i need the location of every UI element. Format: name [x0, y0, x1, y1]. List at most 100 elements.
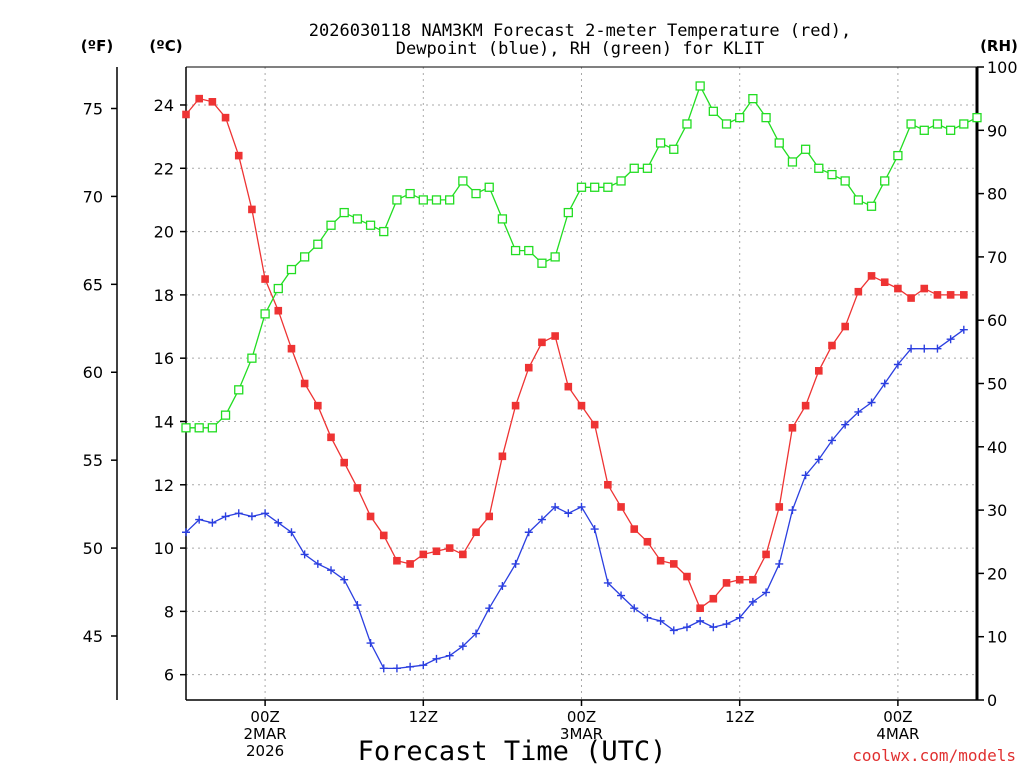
dewpoint-point — [353, 601, 362, 610]
fahrenheit-tick-label: 55 — [83, 451, 103, 470]
temperature-point — [828, 341, 836, 350]
rh-point — [748, 94, 758, 104]
rh-point — [629, 163, 639, 173]
temperature-point — [894, 284, 902, 293]
dewpoint-point — [511, 559, 520, 568]
dewpoint-point — [379, 664, 388, 673]
x-tick-label: 00Z — [567, 708, 596, 726]
dewpoint-point — [234, 509, 243, 518]
celsius-tick-label: 18 — [154, 286, 174, 305]
temperature-point — [221, 113, 230, 122]
rh-tick-label: 20 — [987, 564, 1007, 583]
rh-point — [458, 176, 468, 186]
celsius-tick-label: 20 — [154, 223, 174, 242]
temperature-point — [867, 272, 876, 280]
rh-tick-label: 50 — [987, 375, 1007, 394]
dewpoint-point — [696, 616, 705, 625]
x-tick-label: 2MAR — [244, 725, 287, 743]
rh-point — [695, 81, 705, 91]
dewpoint-point — [669, 626, 678, 635]
dewpoint-point — [590, 525, 599, 534]
celsius-tick-label: 6 — [164, 666, 174, 685]
temperature-point — [511, 401, 520, 410]
temperature-point — [617, 503, 625, 511]
temperature-point — [524, 363, 533, 372]
temperature-point — [498, 452, 507, 461]
x-tick-label: 00Z — [250, 708, 279, 726]
dewpoint-point — [603, 578, 612, 587]
rh-point — [550, 252, 560, 262]
dewpoint-point — [959, 325, 968, 334]
rh-tick-label: 30 — [987, 501, 1007, 520]
rh-point — [524, 245, 534, 256]
dewpoint-point — [801, 471, 810, 480]
rh-point — [326, 220, 336, 230]
temperature-point — [406, 560, 414, 568]
temperature-point — [445, 544, 454, 552]
fahrenheit-tick-label: 70 — [83, 187, 103, 206]
temperature-point — [590, 420, 599, 429]
temperature-point — [722, 579, 731, 587]
temperature-point — [933, 291, 942, 299]
temperature-point — [841, 322, 849, 331]
dewpoint-point — [340, 575, 349, 584]
temperature-point — [314, 401, 322, 410]
dewpoint-point — [524, 528, 533, 537]
dewpoint-point — [577, 502, 586, 511]
temperature-point — [379, 531, 388, 540]
dewpoint-point — [867, 398, 876, 407]
dewpoint-point — [551, 502, 560, 511]
temperature-point — [604, 480, 612, 489]
dewpoint-point — [432, 654, 441, 663]
x-tick-label: 00Z — [883, 708, 912, 726]
dewpoint-point — [933, 344, 942, 353]
chart-title-line2: Dewpoint (blue), RH (green) for KLIT — [396, 39, 764, 59]
chart-title-line1: 2026030118 NAM3KM Forecast 2-meter Tempe… — [309, 21, 851, 41]
celsius-tick-label: 14 — [154, 412, 174, 431]
x-tick-label: 2026 — [246, 742, 284, 760]
dewpoint-point — [617, 591, 626, 600]
rh-point — [959, 119, 969, 129]
temperature-point — [287, 344, 296, 353]
rh-point — [721, 119, 732, 129]
celsius-tick-label: 8 — [164, 602, 174, 621]
dewpoint-point — [537, 515, 546, 524]
temperature-point — [669, 560, 678, 568]
rh-point — [919, 125, 929, 135]
dewpoint-point — [287, 528, 296, 537]
rh-point — [642, 163, 653, 173]
temperature-point — [366, 512, 375, 521]
temperature-point — [749, 575, 757, 584]
dewpoint-point — [893, 360, 902, 369]
temperature-point — [261, 275, 269, 283]
temperature-point — [234, 151, 243, 160]
dewpoint-point — [485, 604, 494, 613]
series-line — [185, 329, 965, 670]
dewpoint-point — [208, 518, 217, 527]
rh-point — [893, 150, 903, 161]
temperature-point — [340, 458, 348, 467]
temperature-point — [762, 550, 770, 559]
temperature-point — [208, 98, 217, 106]
dewpoint-point — [907, 344, 916, 353]
rh-point — [682, 119, 692, 129]
rh-point — [866, 201, 877, 211]
temperature-point — [788, 424, 797, 432]
dewpoint-point — [195, 515, 204, 524]
series-line — [185, 97, 964, 610]
dewpoint-point — [458, 642, 467, 651]
temperature-point — [419, 550, 428, 559]
rh-point — [563, 207, 573, 218]
x-tick-label: 4MAR — [876, 725, 919, 743]
rh-point — [352, 214, 363, 224]
fahrenheit-tick-label: 50 — [83, 539, 103, 558]
temperature-point — [182, 110, 190, 119]
rh-point — [445, 195, 455, 205]
temperature-point — [696, 604, 704, 613]
rh-point — [761, 112, 771, 123]
rh-point — [313, 239, 323, 249]
fahrenheit-unit-label: (ºF) — [81, 37, 113, 55]
dewpoint-point — [775, 559, 784, 568]
rh-point — [787, 157, 798, 167]
temperature-point — [735, 575, 744, 584]
